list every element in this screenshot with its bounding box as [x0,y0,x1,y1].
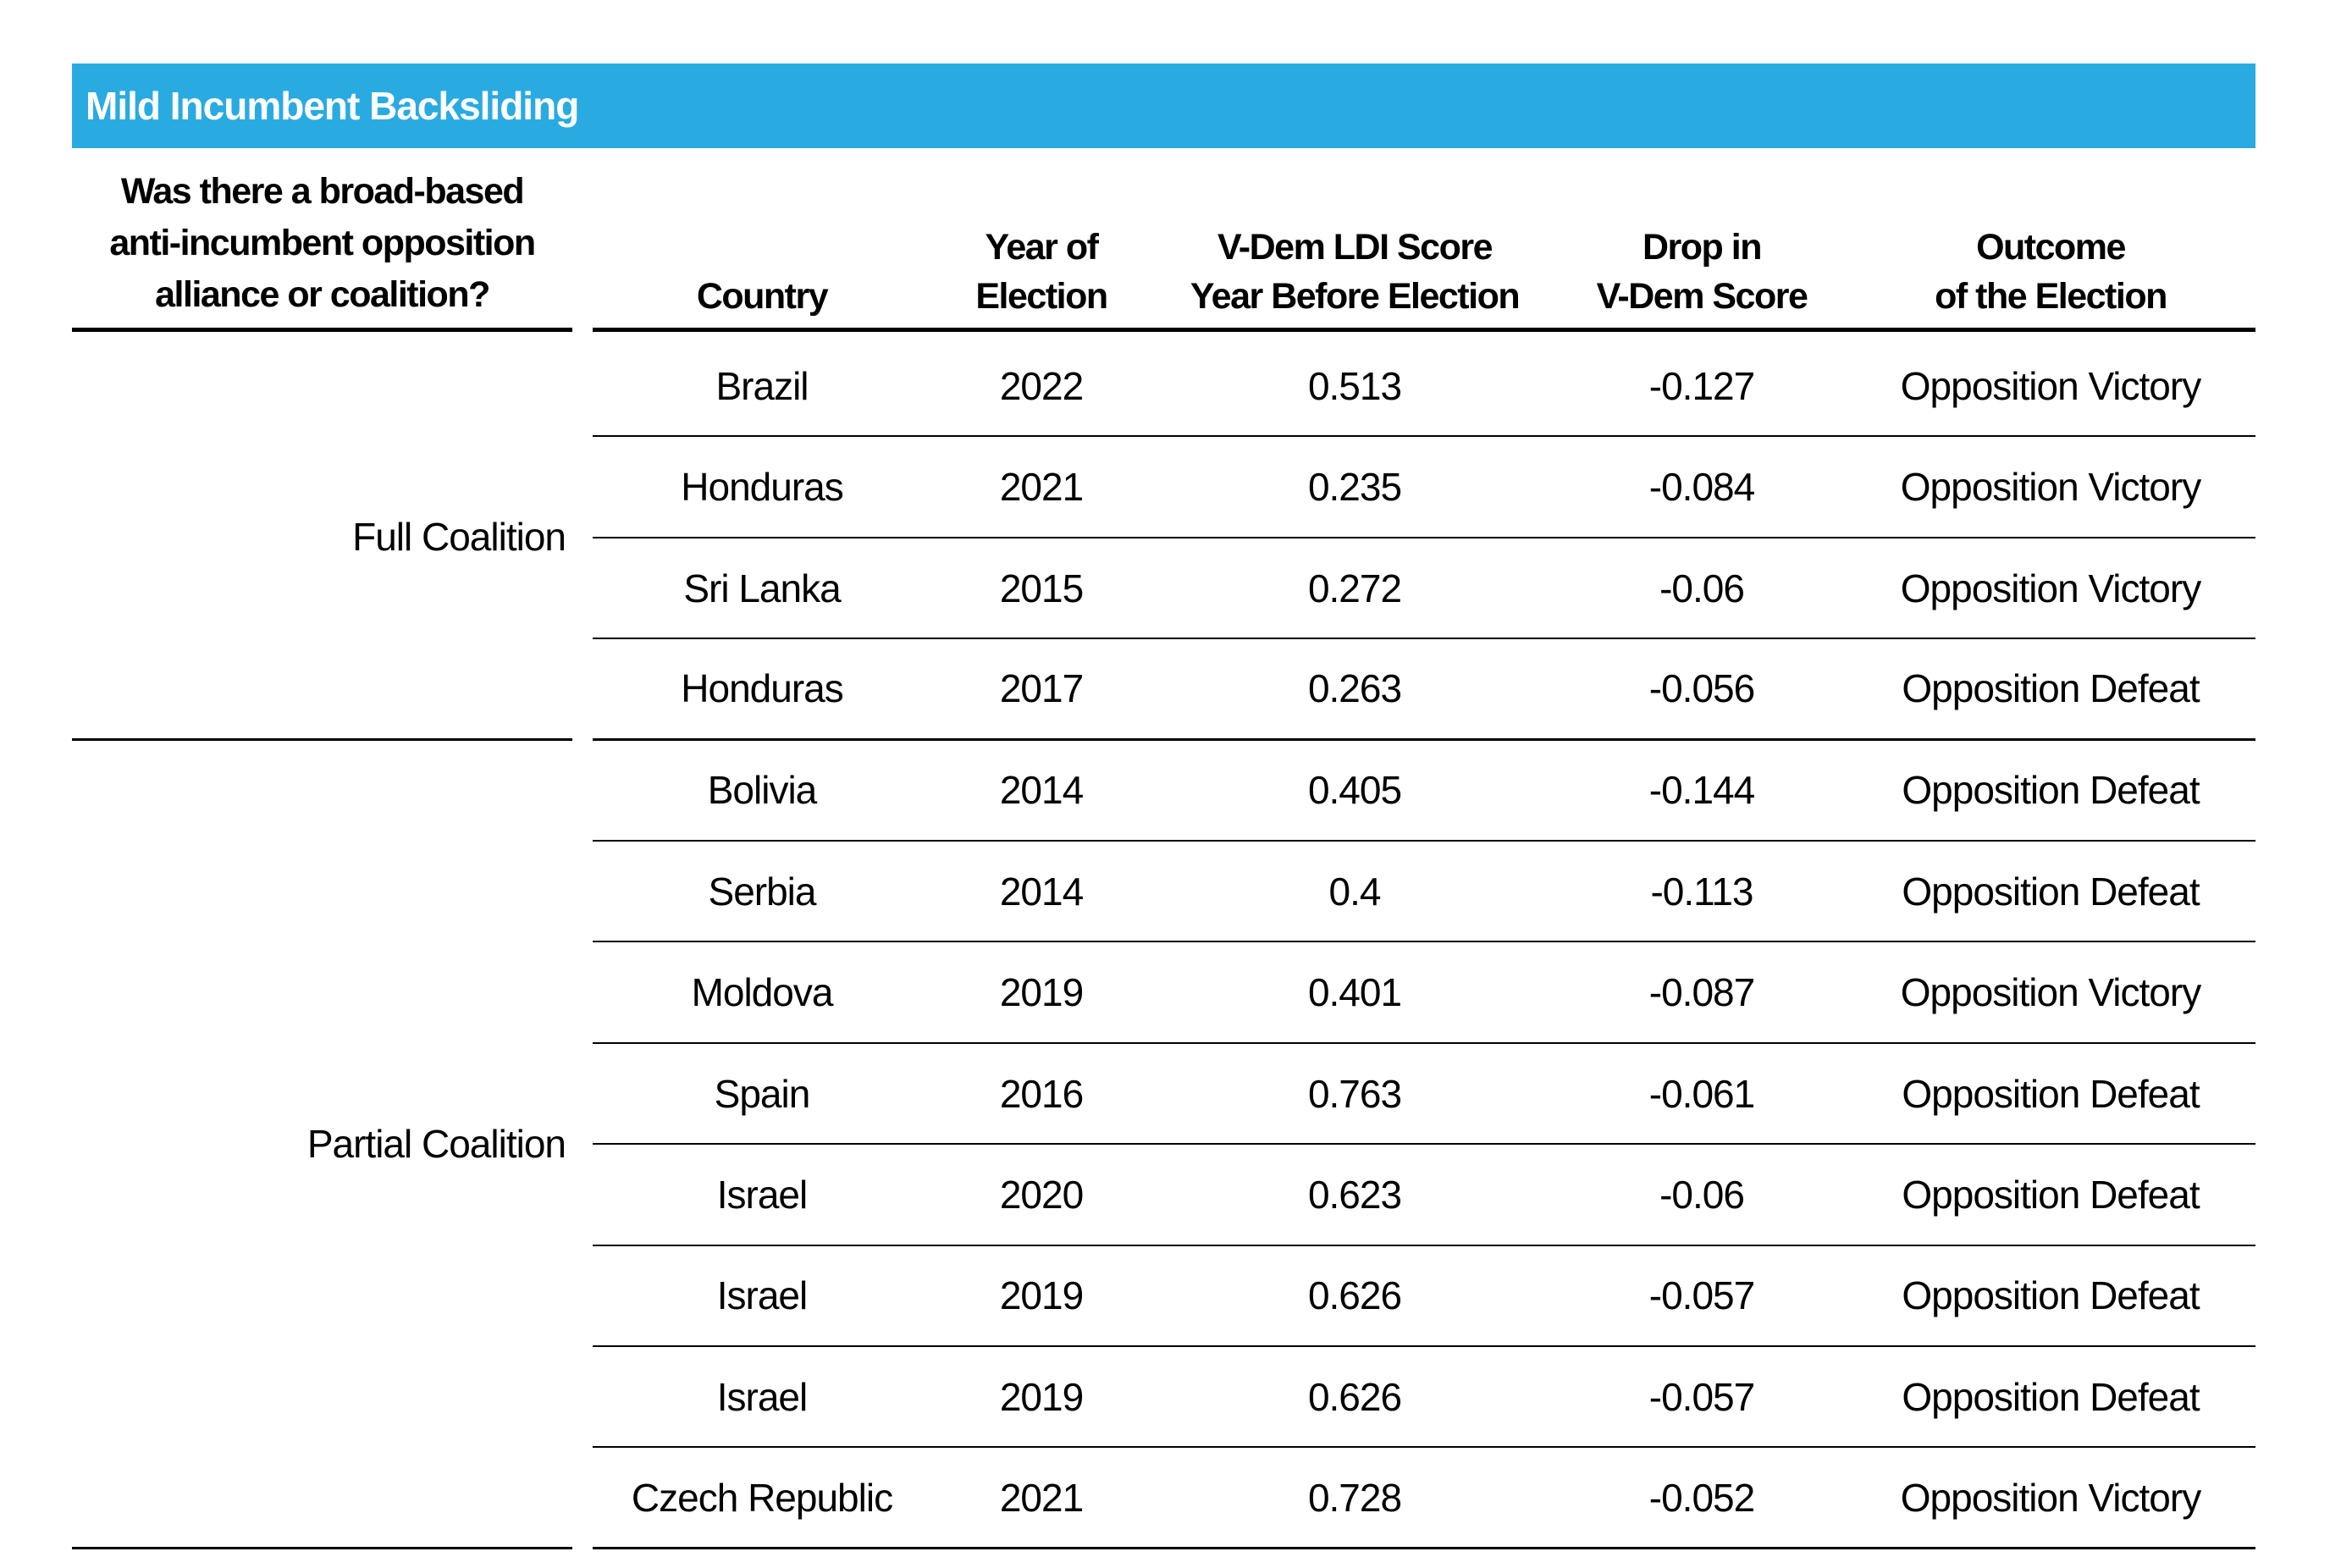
table-body: Brazil 2022 0.513 -0.127 Opposition Victory H… [593,336,2255,1549]
cell-ldi: 0.623 [1307,1172,1402,1217]
cell-country: Israel [716,1374,808,1419]
table-row: Bolivia 2014 0.405 -0.144 Opposition Defeat [593,741,2255,842]
cell-ldi: 0.728 [1307,1475,1402,1520]
cell-ldi: 0.401 [1307,970,1402,1015]
cell-outcome: Opposition Victory [1900,465,2201,510]
cell-drop: -0.144 [1648,768,1755,813]
coalition-question-line-3: alliance or coalition? [155,274,490,315]
cell-year: 2016 [999,1071,1084,1116]
cell-country: Israel [716,1172,808,1217]
table-row: Israel 2019 0.626 -0.057 Opposition Defeat [593,1246,2255,1348]
table-row: Czech Republic 2021 0.728 -0.052 Opposition … [593,1448,2255,1549]
cell-outcome: Opposition Victory [1900,1475,2201,1520]
cell-drop: -0.06 [1659,1172,1745,1217]
cell-ldi: 0.626 [1307,1273,1402,1318]
cell-drop: -0.057 [1648,1273,1755,1318]
cell-country: Honduras [681,465,843,510]
cell-year: 2014 [999,768,1084,813]
cell-country: Spain [714,1071,811,1116]
cell-year: 2021 [999,465,1084,510]
cell-country: Israel [716,1273,808,1318]
cell-country: Sri Lanka [683,566,841,610]
cell-country: Moldova [691,970,834,1015]
group-cell-partial-coalition: Partial Coalition [72,741,572,1550]
coalition-question-header: Was there a broad-based anti-incumbent o… [72,161,572,332]
table-row: Israel 2020 0.623 -0.06 Opposition Defeat [593,1145,2255,1246]
coalition-group-column: Full Coalition Partial Coalition [72,336,572,1550]
cell-outcome: Opposition Victory [1900,970,2201,1015]
cell-drop: -0.061 [1648,1071,1755,1116]
cell-year: 2021 [999,1475,1084,1520]
cell-drop: -0.087 [1648,970,1755,1015]
cell-drop: -0.057 [1648,1374,1755,1419]
cell-outcome: Opposition Victory [1900,363,2201,408]
cell-ldi: 0.763 [1307,1071,1402,1116]
cell-outcome: Opposition Defeat [1902,666,2200,711]
column-header-outcome: Outcome of the Election [1935,227,2167,317]
cell-outcome: Opposition Defeat [1902,1273,2200,1318]
cell-year: 2017 [999,666,1084,711]
cell-country: Brazil [715,363,809,408]
cell-ldi: 0.405 [1307,768,1402,813]
figure-title: Mild Incumbent Backsliding [86,84,579,128]
cell-drop: -0.113 [1650,869,1753,914]
title-bar: Mild Incumbent Backsliding [72,63,2255,148]
table-row: Serbia 2014 0.4 -0.113 Opposition Defeat [593,842,2255,943]
cell-year: 2019 [999,1374,1084,1419]
cell-year: 2019 [999,970,1084,1015]
cell-year: 2015 [999,566,1084,610]
cell-outcome: Opposition Defeat [1902,768,2200,813]
table-row: Honduras 2021 0.235 -0.084 Opposition Victor… [593,437,2255,538]
table-row: Moldova 2019 0.401 -0.087 Opposition Victory [593,942,2255,1044]
table-row: Honduras 2017 0.263 -0.056 Opposition Defeat [593,639,2255,741]
coalition-question-line-1: Was there a broad-based [120,171,525,212]
cell-ldi: 0.263 [1307,666,1402,711]
cell-drop: -0.127 [1648,363,1755,408]
cell-ldi: 0.4 [1328,869,1382,914]
table-row: Sri Lanka 2015 0.272 -0.06 Opposition Victor… [593,538,2255,640]
cell-outcome: Opposition Victory [1900,566,2201,610]
table-column-headers: Country Year of Election V-Dem LDI Score… [593,161,2255,332]
cell-country: Bolivia [707,768,818,813]
cell-ldi: 0.513 [1307,363,1402,408]
cell-drop: -0.084 [1648,465,1755,510]
column-header-vdem-ldi-score: V-Dem LDI Score Year Before Election [1190,227,1521,317]
group-cell-full-coalition: Full Coalition [72,336,572,741]
cell-ldi: 0.235 [1307,465,1402,510]
coalition-question-line-2: anti-incumbent opposition [109,223,536,263]
cell-ldi: 0.626 [1307,1374,1402,1419]
cell-drop: -0.052 [1648,1475,1755,1520]
group-label-partial-coalition: Partial Coalition [306,1121,566,1166]
cell-ldi: 0.272 [1307,566,1402,610]
cell-year: 2020 [999,1172,1084,1217]
cell-outcome: Opposition Defeat [1902,869,2200,914]
cell-year: 2019 [999,1273,1084,1318]
cell-outcome: Opposition Defeat [1902,1172,2200,1217]
cell-country: Czech Republic [631,1475,893,1520]
group-label-full-coalition: Full Coalition [352,515,566,560]
table-row: Spain 2016 0.763 -0.061 Opposition Defeat [593,1044,2255,1146]
cell-drop: -0.06 [1659,566,1745,610]
cell-country: Honduras [681,666,843,711]
column-header-drop-in-vdem-score: Drop in V-Dem Score [1596,227,1808,317]
cell-year: 2022 [999,363,1084,408]
column-header-year-of-election: Year of Election [975,227,1108,317]
table-row: Israel 2019 0.626 -0.057 Opposition Defeat [593,1347,2255,1449]
cell-outcome: Opposition Defeat [1902,1374,2200,1419]
cell-country: Serbia [708,869,817,914]
column-header-country: Country [696,276,829,317]
cell-drop: -0.056 [1648,666,1755,711]
cell-year: 2014 [999,869,1084,914]
table-row: Brazil 2022 0.513 -0.127 Opposition Victory [593,336,2255,438]
cell-outcome: Opposition Defeat [1902,1071,2200,1116]
